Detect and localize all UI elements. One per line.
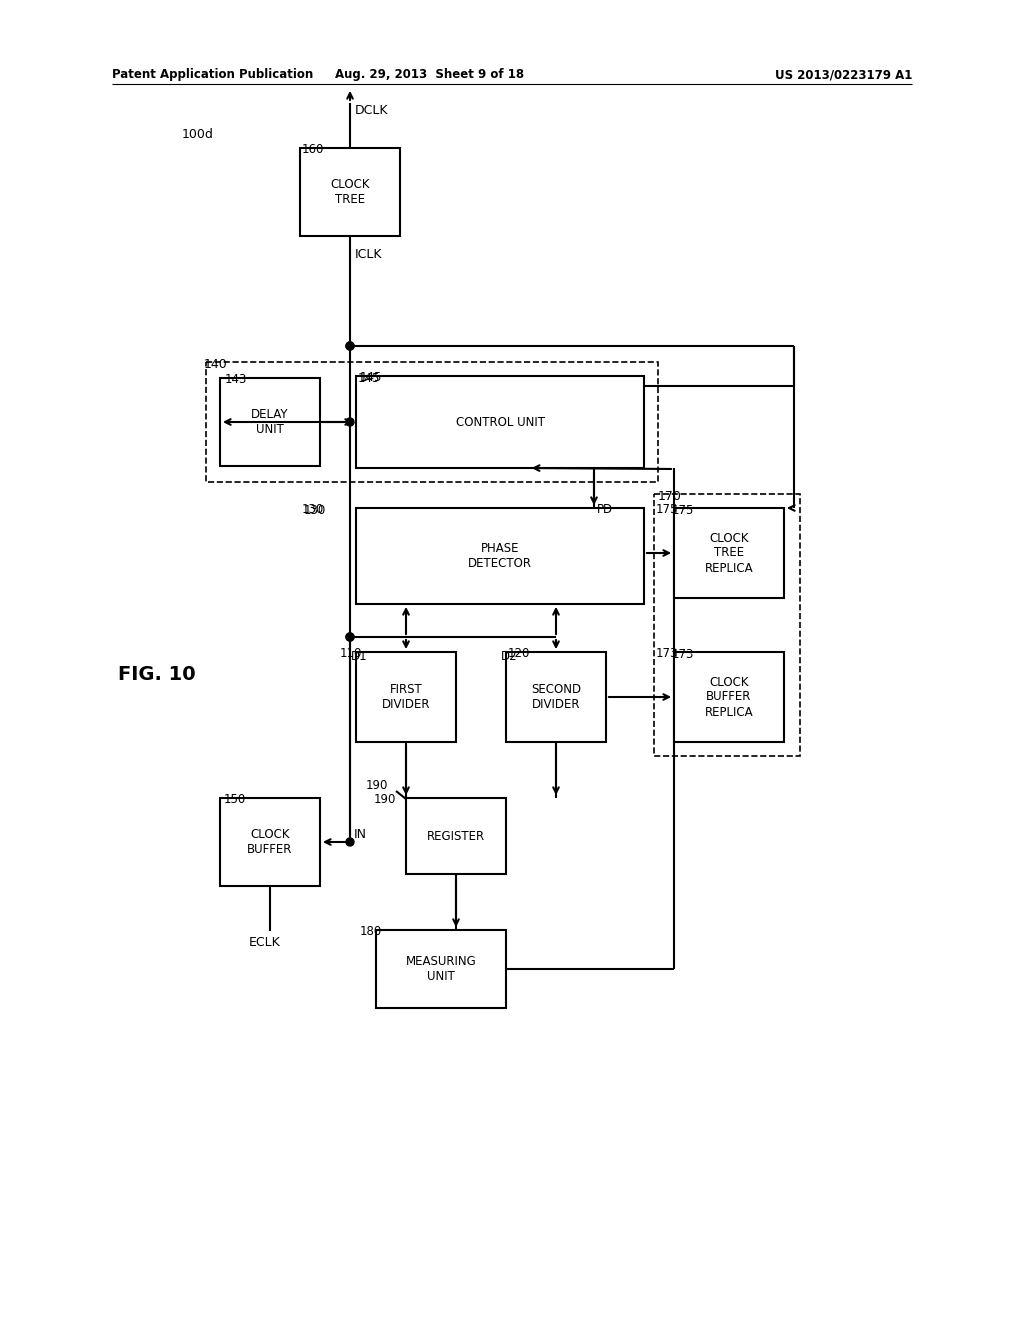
Bar: [300, 148, 400, 236]
Text: CONTROL UNIT: CONTROL UNIT: [456, 416, 545, 429]
Bar: [220, 799, 319, 886]
Bar: [674, 508, 784, 598]
Text: 160: 160: [302, 143, 325, 156]
Text: 173: 173: [656, 647, 678, 660]
Text: 130: 130: [302, 503, 325, 516]
Text: 175: 175: [672, 504, 694, 517]
Text: 170: 170: [658, 490, 682, 503]
Text: DCLK: DCLK: [355, 103, 388, 116]
Text: 120: 120: [508, 647, 530, 660]
Bar: [674, 652, 784, 742]
Text: Aug. 29, 2013  Sheet 9 of 18: Aug. 29, 2013 Sheet 9 of 18: [336, 69, 524, 81]
Text: CLOCK
TREE
REPLICA: CLOCK TREE REPLICA: [705, 532, 754, 574]
Bar: [206, 362, 658, 482]
Text: 100d: 100d: [182, 128, 214, 141]
Circle shape: [346, 342, 354, 350]
Text: 145: 145: [360, 371, 382, 384]
Text: CLOCK
BUFFER: CLOCK BUFFER: [248, 828, 293, 855]
Bar: [654, 494, 800, 756]
Bar: [406, 799, 506, 874]
Text: MEASURING
UNIT: MEASURING UNIT: [406, 954, 476, 983]
Text: 173: 173: [672, 648, 694, 661]
Bar: [506, 652, 606, 742]
Text: 190: 190: [366, 779, 388, 792]
Text: CLOCK
TREE: CLOCK TREE: [331, 178, 370, 206]
Text: 190: 190: [374, 793, 396, 807]
Text: 175: 175: [656, 503, 678, 516]
Text: D2: D2: [501, 649, 517, 663]
Text: 130: 130: [304, 504, 327, 517]
Text: 150: 150: [224, 793, 246, 807]
Text: PD: PD: [597, 503, 613, 516]
Circle shape: [346, 634, 354, 642]
Text: DELAY
UNIT: DELAY UNIT: [251, 408, 289, 436]
Text: 180: 180: [360, 925, 382, 939]
Text: IN: IN: [354, 828, 367, 841]
Bar: [376, 931, 506, 1008]
Text: US 2013/0223179 A1: US 2013/0223179 A1: [774, 69, 912, 81]
Text: REGISTER: REGISTER: [427, 829, 485, 842]
Circle shape: [346, 342, 354, 350]
Bar: [356, 508, 644, 605]
Text: 145: 145: [358, 372, 380, 385]
Text: FIG. 10: FIG. 10: [118, 665, 196, 684]
Text: SECOND
DIVIDER: SECOND DIVIDER: [530, 682, 581, 711]
Text: Patent Application Publication: Patent Application Publication: [112, 69, 313, 81]
Text: CLOCK
BUFFER
REPLICA: CLOCK BUFFER REPLICA: [705, 676, 754, 718]
Text: ICLK: ICLK: [355, 248, 383, 260]
Text: FIRST
DIVIDER: FIRST DIVIDER: [382, 682, 430, 711]
Bar: [356, 652, 456, 742]
Text: PHASE
DETECTOR: PHASE DETECTOR: [468, 543, 532, 570]
Text: 143: 143: [225, 374, 248, 385]
Circle shape: [346, 634, 354, 642]
Circle shape: [346, 838, 354, 846]
Text: D1: D1: [351, 649, 368, 663]
Text: 110: 110: [340, 647, 362, 660]
Text: ECLK: ECLK: [249, 936, 281, 949]
Bar: [356, 376, 644, 469]
Circle shape: [346, 418, 354, 426]
Bar: [220, 378, 319, 466]
Text: 140: 140: [204, 358, 227, 371]
